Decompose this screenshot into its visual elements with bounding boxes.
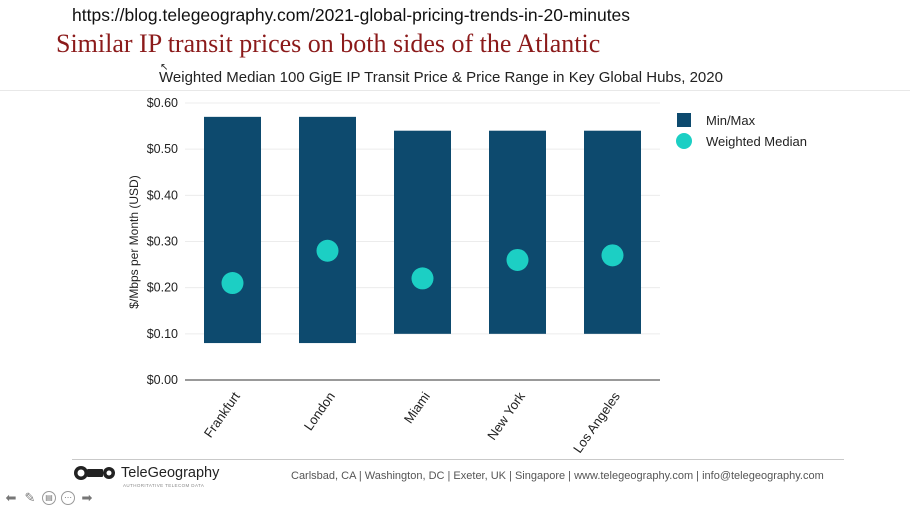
y-tick-label: $0.00 — [147, 373, 178, 387]
pen-icon[interactable]: ✎ — [24, 490, 36, 505]
slide-nav-toolbar: ⬅ ✎ ▤ ⋯ ➡ — [4, 491, 94, 505]
chart-legend: Min/Max Weighted Median — [676, 113, 807, 149]
median-dot-london — [316, 239, 339, 262]
legend-label-min-max: Min/Max — [706, 113, 756, 128]
median-dot-los-angeles — [601, 244, 624, 267]
brand-tagline: AUTHORITATIVE TELECOM DATA — [123, 483, 205, 488]
arrow-left-icon[interactable]: ⬅ — [5, 490, 17, 505]
x-tick-label-london: London — [301, 389, 338, 433]
median-dot-new-york — [506, 248, 529, 271]
bar-frankfurt — [204, 116, 261, 344]
x-tick-label-miami: Miami — [401, 389, 433, 426]
bar-london — [299, 116, 356, 344]
bar-los-angeles — [584, 130, 641, 334]
arrow-right-icon[interactable]: ➡ — [81, 490, 93, 505]
y-axis-label: $/Mbps per Month (USD) — [127, 175, 141, 308]
y-tick-label: $0.30 — [147, 235, 178, 249]
y-tick-label: $0.60 — [147, 96, 178, 110]
legend-label-weighted-median: Weighted Median — [706, 134, 807, 149]
y-tick-label: $0.20 — [147, 281, 178, 295]
y-tick-label: $0.10 — [147, 327, 178, 341]
logo-mark-icon — [73, 465, 117, 481]
mouse-cursor-icon: ↖ — [160, 62, 169, 73]
x-tick-label-los-angeles: Los Angeles — [570, 389, 623, 456]
slide-headline: Similar IP transit prices on both sides … — [56, 29, 601, 58]
brand-name: TeleGeography — [121, 465, 220, 481]
bar-new-york — [489, 130, 546, 334]
legend-swatch-min-max — [677, 113, 691, 127]
more-icon[interactable]: ⋯ — [61, 491, 75, 505]
footer-contact-info: Carlsbad, CA | Washington, DC | Exeter, … — [291, 470, 824, 482]
y-tick-label: $0.40 — [147, 188, 178, 202]
header-divider — [0, 90, 910, 91]
median-dot-miami — [411, 267, 434, 290]
telegeography-logo: TeleGeography AUTHORITATIVE TELECOM DATA — [73, 465, 220, 488]
median-dot-frankfurt — [221, 272, 244, 295]
price-range-chart: Weighted Median 100 GigE IP Transit Pric… — [127, 69, 807, 456]
bar-miami — [394, 130, 451, 334]
min-max-bars — [204, 116, 641, 344]
median-dots — [221, 239, 624, 295]
x-tick-label-new-york: New York — [484, 389, 528, 443]
slides-icon[interactable]: ▤ — [42, 491, 56, 505]
legend-swatch-weighted-median — [676, 133, 692, 149]
footer-divider — [72, 459, 844, 460]
x-tick-label-frankfurt: Frankfurt — [201, 389, 243, 441]
y-tick-label: $0.50 — [147, 142, 178, 156]
source-url: https://blog.telegeography.com/2021-glob… — [72, 5, 631, 25]
chart-title: Weighted Median 100 GigE IP Transit Pric… — [159, 69, 723, 86]
